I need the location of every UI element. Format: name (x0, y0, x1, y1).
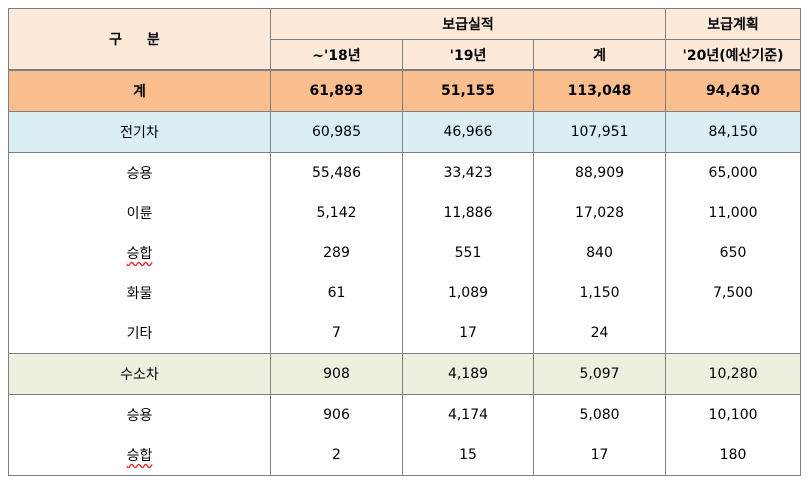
cell-value: 94,430 (665, 69, 802, 112)
cell-value: 61,893 (270, 69, 403, 112)
cell-value: 84,150 (665, 111, 802, 153)
table-row: 승용 55,486 33,423 88,909 65,000 (8, 152, 802, 193)
cell-value: 180 (665, 435, 802, 476)
header-row-1: 구 분 보급실적 보급계획 (8, 8, 802, 71)
cell-value: 113,048 (532, 69, 667, 112)
cell-value: 51,155 (402, 69, 534, 112)
cell-value: 4,174 (402, 394, 534, 435)
cell-value: 46,966 (402, 111, 534, 153)
category-header: 구 분 (8, 8, 271, 71)
cell-value: 10,280 (665, 353, 802, 395)
cell-value: 906 (270, 394, 403, 435)
table-row: 이륜 5,142 11,886 17,028 11,000 (8, 193, 802, 233)
row-label: 승용 (8, 394, 271, 435)
cell-value: 33,423 (402, 152, 534, 193)
cell-value: 5,142 (270, 193, 403, 233)
table-row: 기타 7 17 24 (8, 313, 802, 354)
cell-value: 551 (402, 233, 534, 273)
cell-value: 650 (665, 233, 802, 273)
table-row-hydrogen: 수소차 908 4,189 5,097 10,280 (8, 353, 802, 395)
cell-value: 840 (532, 233, 667, 273)
cell-value: 11,000 (665, 193, 802, 233)
cell-value: 15 (402, 435, 534, 476)
cell-value: 5,097 (532, 353, 667, 395)
row-label: 이륜 (8, 193, 271, 233)
col-header-20plan: '20년(예산기준) (665, 39, 802, 71)
row-label: 승용 (8, 152, 271, 193)
cell-value: 4,189 (402, 353, 534, 395)
cell-value: 61 (270, 273, 403, 313)
row-label: 화물 (8, 273, 271, 313)
header-row-2: ~'18년 '19년 계 '20년(예산기준) (9, 39, 802, 71)
col-header-until18: ~'18년 (270, 39, 403, 71)
cell-value: 2 (270, 435, 403, 476)
row-label: 승합 (8, 233, 271, 273)
table-row-ev: 전기차 60,985 46,966 107,951 84,150 (8, 111, 802, 153)
cell-value: 7,500 (665, 273, 802, 313)
table-row-total: 계 61,893 51,155 113,048 94,430 (8, 69, 802, 112)
cell-value: 1,150 (532, 273, 667, 313)
cell-value: 17 (402, 313, 534, 354)
cell-value: 7 (270, 313, 403, 354)
col-header-19: '19년 (402, 39, 534, 71)
cell-value: 107,951 (532, 111, 667, 153)
cell-value: 60,985 (270, 111, 403, 153)
cell-value: 1,089 (402, 273, 534, 313)
row-label: 전기차 (8, 111, 271, 153)
table-row: 화물 61 1,089 1,150 7,500 (8, 273, 802, 313)
plan-group-header: 보급계획 (665, 8, 802, 40)
cell-value: 10,100 (665, 394, 802, 435)
row-label: 수소차 (8, 353, 271, 395)
actual-group-header: 보급실적 (269, 8, 667, 40)
table-row: 승합 289 551 840 650 (8, 233, 802, 273)
cell-value: 65,000 (665, 152, 802, 193)
row-label: 승합 (8, 435, 271, 476)
cell-value: 908 (270, 353, 403, 395)
table-row: 승합 2 15 17 180 (8, 435, 802, 476)
ev-supply-table: 구 분 보급실적 보급계획 ~'18년 '19년 계 '20년(예산기준) 계 … (8, 8, 802, 476)
cell-value (665, 313, 802, 354)
row-label: 기타 (8, 313, 271, 354)
cell-value: 17,028 (532, 193, 667, 233)
cell-value: 17 (532, 435, 667, 476)
table-row: 승용 906 4,174 5,080 10,100 (8, 394, 802, 435)
row-label: 계 (8, 69, 271, 112)
cell-value: 88,909 (532, 152, 667, 193)
col-header-total: 계 (532, 39, 667, 71)
cell-value: 55,486 (270, 152, 403, 193)
cell-value: 5,080 (532, 394, 667, 435)
cell-value: 11,886 (402, 193, 534, 233)
cell-value: 24 (532, 313, 667, 354)
cell-value: 289 (270, 233, 403, 273)
